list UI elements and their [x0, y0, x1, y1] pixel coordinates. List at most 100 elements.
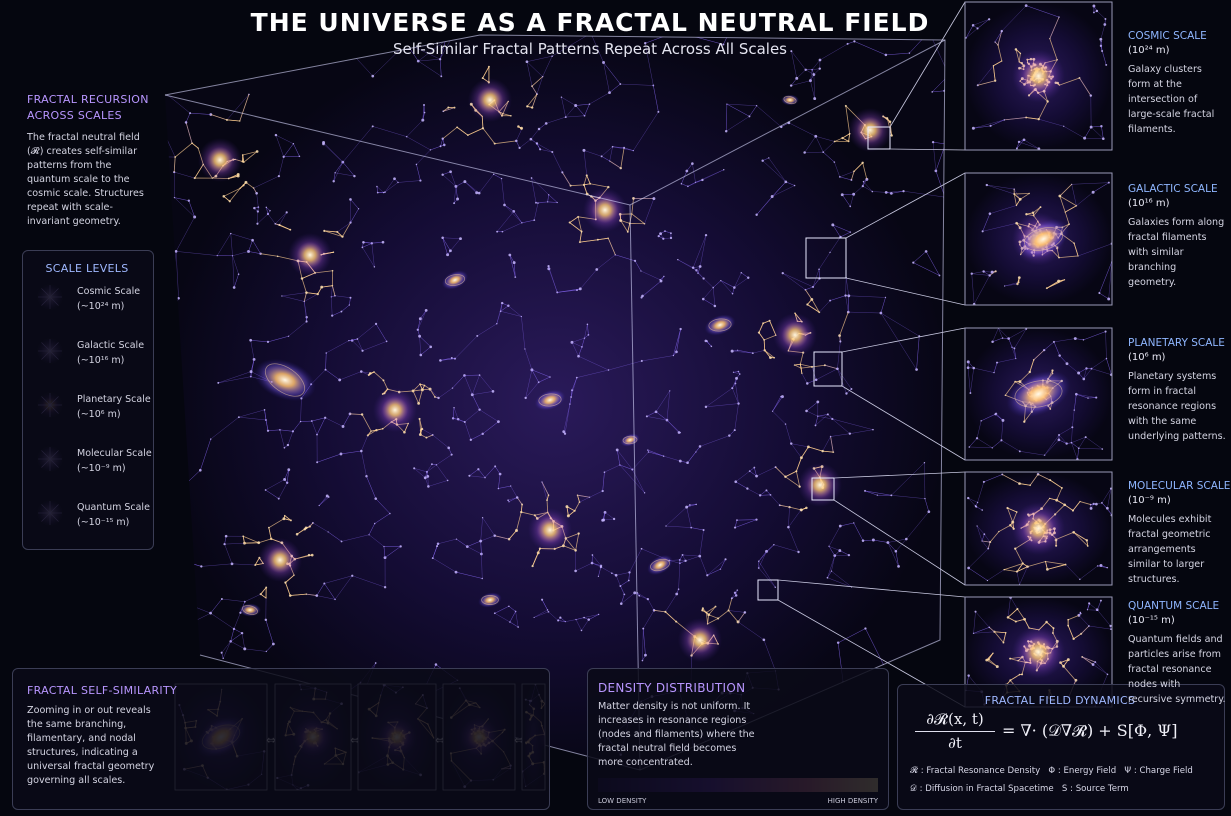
node [418, 418, 420, 420]
node [470, 439, 472, 441]
node [531, 565, 533, 567]
node [1058, 195, 1061, 198]
node [641, 548, 643, 550]
node [924, 498, 925, 499]
filament [165, 555, 191, 564]
node [627, 231, 629, 233]
node [1058, 434, 1060, 436]
node [987, 580, 988, 581]
node [221, 652, 223, 654]
node [440, 145, 442, 147]
node [1102, 137, 1105, 140]
node [425, 309, 428, 312]
node [574, 549, 577, 552]
filament [170, 298, 179, 320]
node [316, 461, 318, 463]
node [1105, 331, 1107, 333]
node [1107, 674, 1109, 676]
node [1018, 482, 1021, 485]
node [447, 107, 449, 109]
node [413, 467, 415, 469]
node [561, 96, 562, 97]
node [1046, 568, 1049, 571]
node [996, 665, 999, 668]
node [416, 164, 418, 166]
node [441, 174, 443, 176]
page-body: ⇔⇔⇔⇔ THE UNIVERSE AS A FRACTAL NEUTRAL F… [0, 0, 1231, 816]
node [583, 617, 585, 619]
node [1080, 612, 1081, 613]
node [582, 149, 585, 152]
node [1078, 447, 1080, 449]
node [516, 496, 519, 499]
node [677, 259, 678, 260]
node [389, 513, 391, 515]
filament [161, 507, 165, 554]
node [1101, 448, 1103, 450]
node [945, 143, 946, 144]
node [243, 647, 246, 650]
node [597, 239, 599, 241]
node [579, 287, 582, 290]
node [1058, 257, 1060, 259]
node [238, 416, 240, 418]
node [375, 323, 377, 325]
node [362, 241, 365, 244]
node [1005, 394, 1007, 396]
node [670, 232, 672, 234]
node [493, 534, 496, 537]
node [1014, 547, 1016, 549]
node [424, 476, 427, 479]
hub-glow [258, 538, 302, 582]
node [1098, 292, 1100, 294]
node [801, 373, 802, 374]
node [758, 561, 759, 562]
node [586, 174, 588, 176]
node [657, 111, 659, 113]
node [1003, 642, 1005, 644]
node [615, 574, 618, 577]
node [679, 432, 680, 433]
node [773, 544, 774, 545]
node [238, 273, 240, 275]
node [425, 437, 427, 439]
node [872, 429, 874, 431]
node [646, 415, 648, 417]
node [453, 202, 455, 204]
node [717, 617, 719, 619]
filament [170, 251, 176, 320]
node [613, 518, 615, 520]
node [763, 339, 765, 341]
node [547, 201, 548, 202]
hub-glow [468, 78, 512, 122]
node [705, 234, 707, 236]
node [699, 265, 702, 268]
node [628, 580, 630, 582]
node [790, 442, 792, 444]
node [819, 67, 821, 69]
node [581, 630, 583, 632]
hub-glow [198, 138, 242, 182]
node [1006, 507, 1008, 509]
node [811, 366, 813, 368]
node [642, 628, 644, 630]
node [981, 509, 983, 511]
node [711, 346, 713, 348]
node [782, 272, 784, 274]
node [510, 115, 512, 117]
scale-inset [965, 472, 1113, 585]
cube [109, 6, 950, 775]
node [371, 75, 374, 78]
node [601, 155, 603, 157]
node [787, 526, 790, 529]
node [841, 193, 844, 196]
node [255, 192, 258, 195]
node [541, 481, 542, 482]
node [565, 505, 568, 508]
node [744, 611, 747, 614]
node [863, 181, 864, 182]
node [1067, 625, 1069, 627]
node [383, 546, 384, 547]
node [518, 147, 520, 149]
node [284, 581, 286, 583]
